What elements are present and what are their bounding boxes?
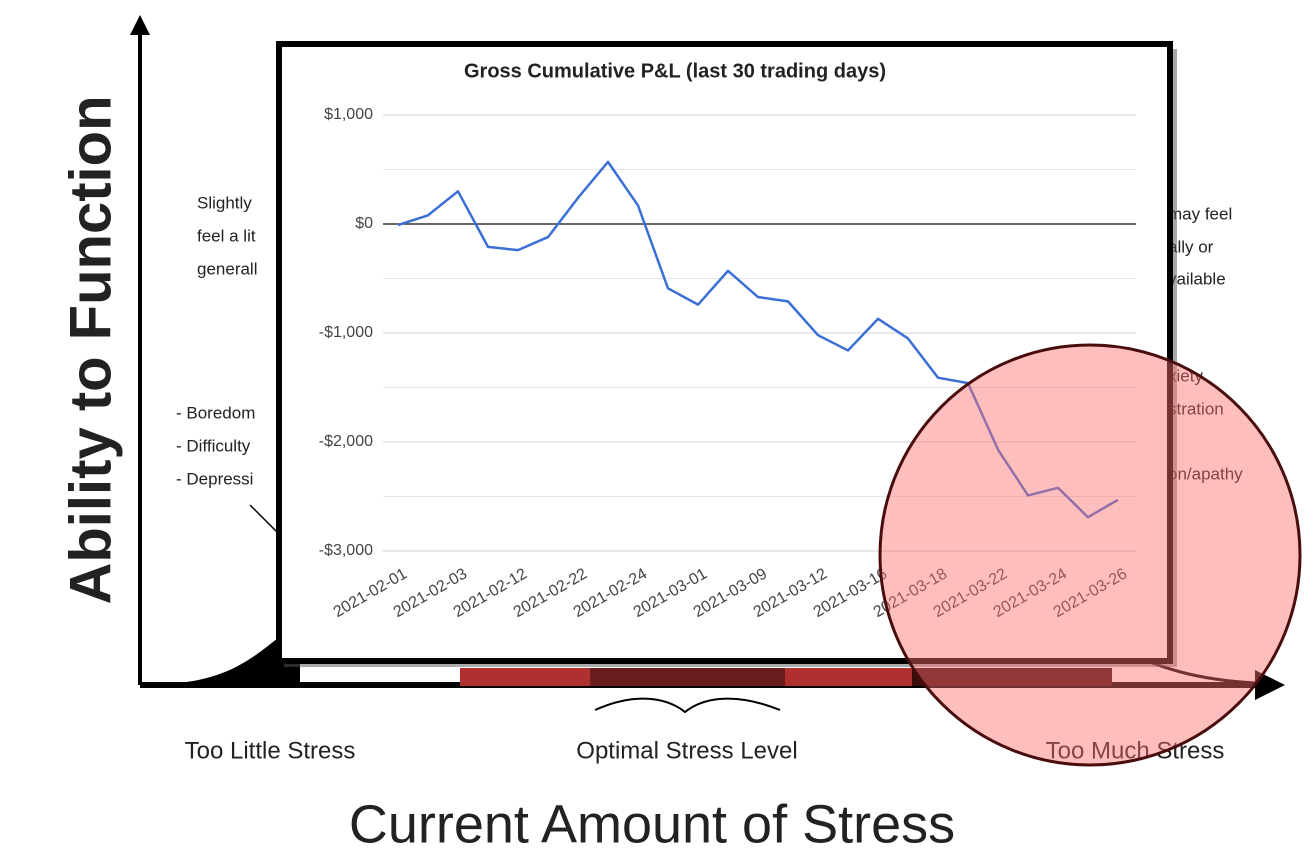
zone-bar xyxy=(460,668,590,686)
text-fragment: - Boredom xyxy=(176,403,255,422)
pointer xyxy=(249,504,281,536)
y-tick-label: $0 xyxy=(355,215,373,232)
text-fragment: stration xyxy=(1168,399,1224,418)
text-fragment: vailable xyxy=(1168,269,1226,288)
x-axis-label: Current Amount of Stress xyxy=(349,794,955,854)
zone-label: Optimal Stress Level xyxy=(576,737,797,764)
y-tick-label: -$3,000 xyxy=(319,542,373,559)
y-tick-label: -$2,000 xyxy=(319,433,373,450)
text-fragment: feel a lit xyxy=(197,226,256,245)
text-fragment: - Difficulty xyxy=(176,436,251,455)
brace xyxy=(594,697,781,714)
curve xyxy=(140,620,300,685)
y-tick-label: $1,000 xyxy=(324,106,373,123)
y-axis-label: Ability to Function xyxy=(58,95,123,604)
zone-bar xyxy=(912,668,1112,686)
chart-panel xyxy=(276,41,1173,664)
y-tick-label: -$1,000 xyxy=(319,324,373,341)
text-fragment: Slightly xyxy=(197,193,252,212)
zone-bar xyxy=(785,668,912,686)
text-fragment: generall xyxy=(197,259,258,278)
data-line xyxy=(397,160,1119,519)
zone-label: Too Little Stress xyxy=(185,737,356,764)
background-diagram: Ability to Function Current Amount of St… xyxy=(58,15,1285,854)
text-fragment: may feel xyxy=(1168,204,1232,223)
text-fragment: ally or xyxy=(1168,237,1214,256)
zone-bar xyxy=(590,668,785,686)
chart-title: Gross Cumulative P&L (last 30 trading da… xyxy=(464,60,886,82)
text-fragment: on/apathy xyxy=(1168,464,1243,483)
highlight-circle xyxy=(878,343,1302,767)
text-fragment: - Depressi xyxy=(176,469,253,488)
